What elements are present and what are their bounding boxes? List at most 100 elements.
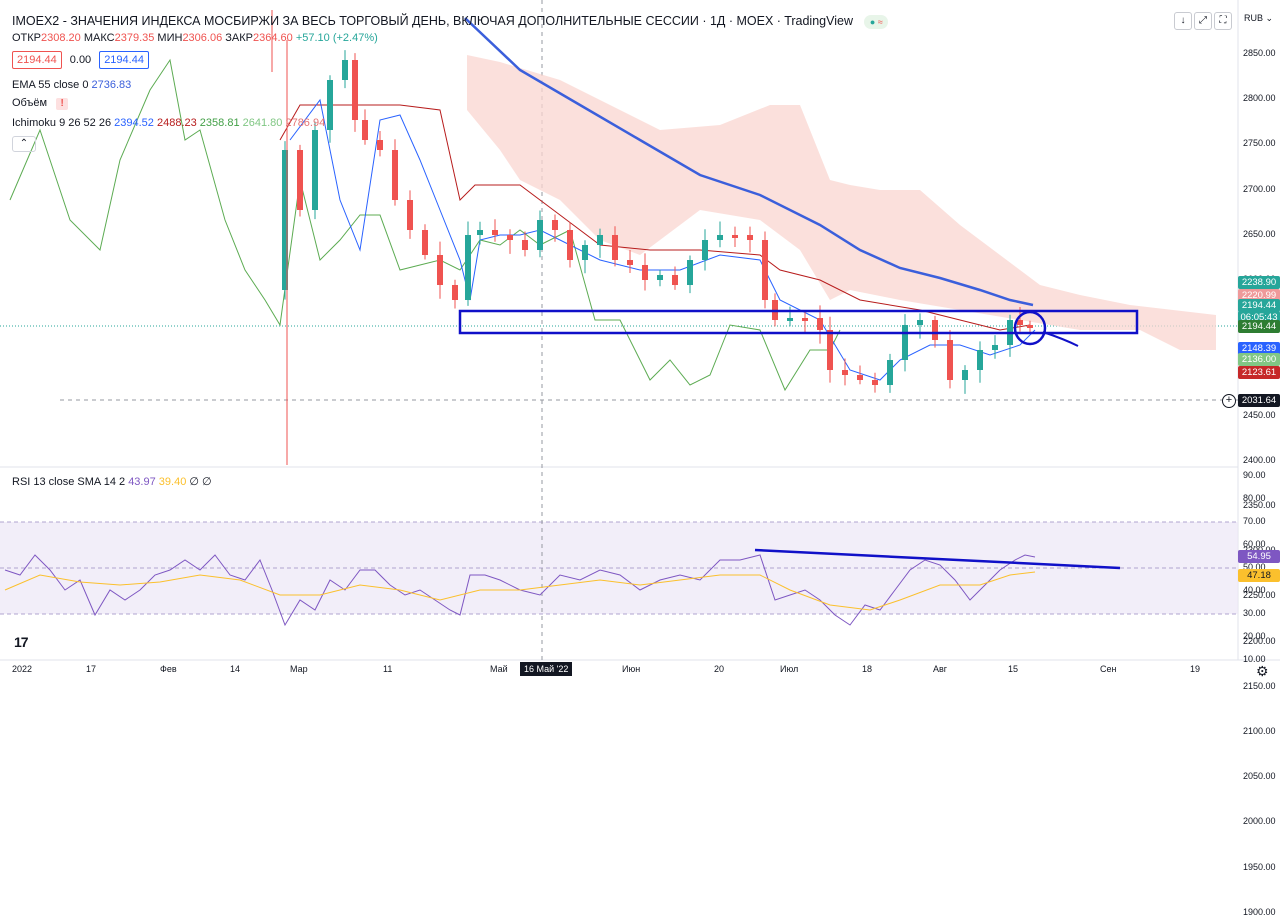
drawn-trendline-rsi[interactable] bbox=[754, 548, 1121, 570]
rsi-tick-label: 70.00 bbox=[1243, 516, 1266, 526]
time-tick-label: 19 bbox=[1190, 664, 1201, 674]
candle-body bbox=[327, 80, 333, 130]
drawn-rectangle[interactable] bbox=[458, 309, 1139, 335]
price-tick-label: 2200.00 bbox=[1243, 635, 1276, 646]
buy-button[interactable]: 2194.44 bbox=[99, 51, 149, 69]
time-tick-label: 20 bbox=[714, 664, 725, 674]
tradingview-logo-icon[interactable]: 17 bbox=[14, 634, 29, 650]
price-tick-label: 2250.00 bbox=[1243, 590, 1276, 601]
time-tick-label: 11 bbox=[383, 664, 393, 674]
status-dot-icon[interactable]: ● ≈ bbox=[864, 14, 889, 29]
open-value: 2308.20 bbox=[41, 32, 81, 44]
price-tick-label: 2400.00 bbox=[1243, 454, 1276, 465]
ichimoku-cloud bbox=[467, 55, 1216, 350]
candle-body bbox=[552, 220, 558, 230]
volume-legend[interactable]: Объём ! bbox=[12, 97, 69, 110]
rsi-tick-label: 30.00 bbox=[1243, 608, 1266, 618]
price-badge: 2136.00 bbox=[1238, 353, 1280, 366]
candle-body bbox=[802, 318, 808, 321]
rsi-label: RSI 13 close SMA 14 2 bbox=[12, 476, 126, 488]
price-tick-label: 2850.00 bbox=[1243, 48, 1276, 58]
candle-body bbox=[817, 318, 823, 330]
time-tick-label: 14 bbox=[230, 664, 241, 674]
candle-body bbox=[362, 120, 368, 140]
time-tick-label: 16 Май '22 bbox=[520, 662, 573, 676]
price-badge: 2238.90 bbox=[1238, 276, 1280, 289]
candle-body bbox=[377, 140, 383, 150]
warning-icon[interactable]: ! bbox=[56, 98, 69, 110]
rsi-sma-line bbox=[4, 571, 1036, 611]
chart-title: IMOEX2 - ЗНАЧЕНИЯ ИНДЕКСА МОСБИРЖИ ЗА ВЕ… bbox=[12, 14, 853, 28]
rsi-lines bbox=[4, 554, 1036, 627]
ichimoku-conversion: 2394.52 bbox=[114, 117, 154, 129]
open-label: ОТКР bbox=[12, 32, 42, 44]
ohlc-row: ОТКР2308.20 МАКС2379.35 МИН2306.06 ЗАКР2… bbox=[12, 32, 378, 44]
price-tick-label: 1950.00 bbox=[1243, 861, 1276, 872]
rsi-legend[interactable]: RSI 13 close SMA 14 2 43.97 39.40 ∅ ∅ bbox=[12, 475, 212, 488]
sell-button[interactable]: 2194.44 bbox=[12, 51, 62, 69]
download-button[interactable]: ↓ bbox=[1174, 12, 1192, 30]
rsi-badge: 54.95 bbox=[1238, 550, 1280, 563]
currency-selector[interactable]: RUB ⌄ bbox=[1244, 13, 1273, 24]
ichimoku-label: Ichimoku 9 26 52 26 bbox=[12, 117, 112, 129]
price-tick-label: 2650.00 bbox=[1243, 228, 1276, 239]
candle-body bbox=[612, 235, 618, 260]
low-value: 2306.06 bbox=[182, 32, 223, 44]
time-tick-label: 2022 bbox=[12, 664, 33, 674]
ema-value: 2736.83 bbox=[91, 79, 132, 91]
candle-body bbox=[422, 230, 428, 255]
snapshot-button[interactable]: ⛶ bbox=[1214, 12, 1232, 30]
time-tick-label: 18 bbox=[862, 664, 873, 674]
base-line bbox=[279, 104, 1031, 331]
candle-body bbox=[887, 360, 893, 385]
drawn-circle[interactable] bbox=[1013, 310, 1047, 346]
rsi-sma-value: 39.40 bbox=[158, 476, 187, 488]
candle-body bbox=[787, 318, 793, 321]
fullscreen-button[interactable]: ⤢ bbox=[1194, 12, 1212, 30]
add-alert-icon[interactable]: + bbox=[1222, 394, 1236, 408]
currency-label: RUB bbox=[1244, 13, 1264, 23]
candle-body bbox=[407, 200, 413, 230]
candle-body bbox=[747, 235, 753, 240]
price-tick-label: 2050.00 bbox=[1243, 771, 1276, 782]
candle-body bbox=[947, 340, 953, 380]
ichimoku-lead-a: 2641.80 bbox=[242, 117, 283, 129]
candle-body bbox=[465, 235, 471, 300]
price-tick-label: 2800.00 bbox=[1243, 93, 1276, 104]
settings-gear-icon[interactable]: ⚙ bbox=[1256, 663, 1269, 679]
time-tick-label: Сен bbox=[1100, 664, 1117, 674]
collapse-legend-button[interactable]: ⌃ bbox=[12, 136, 36, 152]
candle-body bbox=[297, 150, 303, 210]
ichimoku-lagging: 2358.81 bbox=[199, 117, 240, 129]
price-badge: 2194.44 bbox=[1238, 299, 1280, 312]
candle-body bbox=[687, 260, 693, 285]
price-tick-label: 2450.00 bbox=[1243, 409, 1276, 420]
time-tick-label: Май bbox=[490, 664, 508, 674]
candle-body bbox=[342, 60, 348, 80]
time-tick-label: Июн bbox=[622, 664, 641, 674]
candle-body bbox=[312, 130, 318, 210]
ichimoku-legend[interactable]: Ichimoku 9 26 52 26 2394.52 2488.23 2358… bbox=[12, 117, 325, 129]
candle-body bbox=[717, 235, 723, 240]
time-tick-label: Фев bbox=[160, 664, 177, 674]
candle-body bbox=[902, 325, 908, 360]
candle-body bbox=[1027, 325, 1033, 328]
candle-body bbox=[567, 230, 573, 260]
chart-canvas[interactable] bbox=[0, 0, 1280, 693]
time-tick-label: Мар bbox=[290, 664, 308, 674]
high-label: МАКС bbox=[83, 32, 115, 44]
time-tick-label: Июл bbox=[780, 664, 799, 674]
ema-label: EMA 55 close 0 bbox=[12, 79, 89, 91]
time-tick-label: 15 bbox=[1008, 664, 1019, 674]
rsi-tick-label: 20.00 bbox=[1243, 631, 1266, 641]
rsi-tick-label: 60.00 bbox=[1243, 539, 1266, 549]
ema-legend[interactable]: EMA 55 close 0 2736.83 bbox=[12, 79, 131, 91]
low-label: МИН bbox=[157, 32, 183, 44]
drawn-curve[interactable] bbox=[1042, 331, 1079, 347]
candle-body bbox=[452, 285, 458, 300]
candle-body bbox=[857, 375, 863, 380]
trade-panel: 2194.44 0.00 2194.44 bbox=[12, 51, 149, 69]
candle-body bbox=[597, 235, 603, 245]
price-tick-label: 2150.00 bbox=[1243, 680, 1276, 691]
candle-body bbox=[932, 320, 938, 340]
